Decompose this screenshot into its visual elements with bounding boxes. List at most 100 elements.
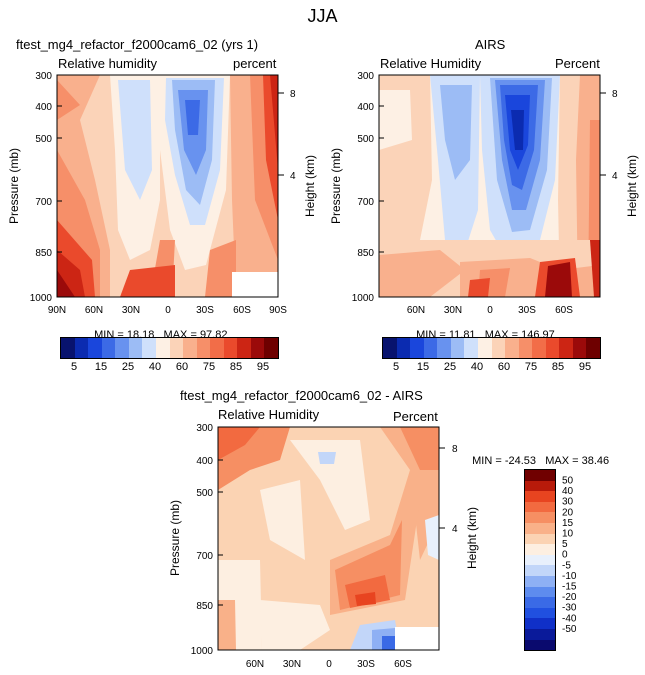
page-title: JJA bbox=[307, 6, 338, 26]
panel1-title: ftest_mg4_refactor_f2000cam6_02 (yrs 1) bbox=[16, 37, 259, 52]
panel3-ytick-500: 500 bbox=[196, 488, 213, 499]
colorbar-label: -15 bbox=[562, 582, 577, 593]
panel1-x-ticks: 90N 60N 30N 0 30S 60S 90S bbox=[48, 305, 287, 316]
panel2-xtick: 60N bbox=[407, 305, 425, 316]
colorbar-swatch bbox=[196, 338, 211, 358]
colorbar-label: 50 bbox=[562, 476, 574, 487]
colorbar-swatch bbox=[586, 338, 600, 358]
colorbar-swatch bbox=[525, 586, 555, 598]
colorbar-swatch bbox=[525, 544, 555, 555]
panel1-rtick-4: 4 bbox=[290, 171, 296, 182]
colorbar-label: 5 bbox=[393, 361, 399, 373]
panel2-left-label: Relative Humidity bbox=[380, 56, 482, 71]
colorbar-swatch bbox=[525, 533, 555, 545]
panel3-ytick-1000: 1000 bbox=[191, 646, 214, 657]
panel3-xtick: 60S bbox=[394, 659, 412, 670]
panel3-ytick-850: 850 bbox=[196, 601, 213, 612]
panel3-ylabel-right: Height (km) bbox=[465, 507, 479, 569]
colorbar-label: 20 bbox=[562, 507, 574, 518]
panel3-rtick-8: 8 bbox=[452, 444, 458, 455]
panel2-ylabel: Pressure (mb) bbox=[329, 148, 343, 224]
colorbar-swatch bbox=[525, 554, 555, 566]
colorbar-swatch bbox=[491, 338, 506, 358]
panel1-xtick: 60N bbox=[85, 305, 103, 316]
colorbar-swatch bbox=[525, 480, 555, 492]
panel3-colorbar bbox=[524, 469, 556, 651]
panel3-xtick: 0 bbox=[326, 659, 332, 670]
panel3-max-value: 38.46 bbox=[581, 455, 610, 467]
colorbar-swatch bbox=[525, 470, 555, 481]
colorbar-swatch bbox=[410, 338, 424, 358]
colorbar-label: -50 bbox=[562, 624, 577, 635]
panel1-contours bbox=[57, 75, 278, 297]
colorbar-label: 95 bbox=[579, 361, 591, 373]
panel2-right-label: Percent bbox=[555, 56, 600, 71]
colorbar-swatch bbox=[115, 338, 129, 358]
colorbar-swatch bbox=[464, 338, 478, 358]
panel3-ylabel: Pressure (mb) bbox=[168, 500, 182, 576]
panel3-xtick: 30N bbox=[283, 659, 301, 670]
colorbar-swatch bbox=[525, 597, 555, 608]
panel2-rtick-4: 4 bbox=[612, 171, 618, 182]
colorbar-swatch bbox=[88, 338, 102, 358]
colorbar-label: 85 bbox=[552, 361, 564, 373]
colorbar-swatch bbox=[532, 338, 546, 358]
colorbar-swatch bbox=[155, 338, 170, 358]
panel1-ytick-500: 500 bbox=[35, 134, 52, 145]
panel2-xtick: 30N bbox=[444, 305, 462, 316]
panel2-ytick-300: 300 bbox=[357, 71, 374, 82]
colorbar-label: 85 bbox=[230, 361, 242, 373]
colorbar-swatch bbox=[525, 501, 555, 513]
colorbar-swatch bbox=[223, 338, 238, 358]
panel3-rtick-4: 4 bbox=[452, 524, 458, 535]
colorbar-swatch bbox=[250, 338, 265, 358]
panel3-contours bbox=[218, 427, 439, 650]
panel1-y-ticks: 300 400 500 700 850 1000 bbox=[30, 71, 62, 304]
panel3-max-label: MAX = bbox=[545, 455, 579, 467]
panel2-ytick-1000: 1000 bbox=[352, 293, 375, 304]
colorbar-swatch bbox=[518, 338, 533, 358]
colorbar-swatch bbox=[423, 338, 438, 358]
colorbar-label: -20 bbox=[562, 592, 577, 603]
colorbar-swatch bbox=[525, 565, 555, 576]
colorbar-swatch bbox=[525, 575, 555, 587]
panel3-ytick-300: 300 bbox=[196, 423, 213, 434]
colorbar-label: -40 bbox=[562, 613, 577, 624]
panel1-rtick-8: 8 bbox=[290, 89, 296, 100]
panel1-xtick: 90S bbox=[269, 305, 287, 316]
colorbar-label: 60 bbox=[176, 361, 188, 373]
colorbar-label: 15 bbox=[417, 361, 429, 373]
panel3-colorbar-labels: 50 40 30 20 15 10 5 0 -5 -10 -15 -20 -30… bbox=[562, 476, 577, 635]
colorbar-label: 15 bbox=[95, 361, 107, 373]
colorbar-swatch bbox=[61, 338, 75, 358]
panel3-left-label: Relative Humidity bbox=[218, 407, 320, 422]
panel2-title: AIRS bbox=[475, 37, 506, 52]
panel3-minmax: MIN = -24.53 MAX = 38.46 bbox=[466, 443, 609, 467]
panel1-ytick-300: 300 bbox=[35, 71, 52, 82]
panel1-xtick: 0 bbox=[165, 305, 171, 316]
colorbar-swatch bbox=[559, 338, 573, 358]
colorbar-swatch bbox=[437, 338, 451, 358]
panel2-rtick-8: 8 bbox=[612, 89, 618, 100]
panel2-ytick-700: 700 bbox=[357, 197, 374, 208]
panel2-xtick: 30S bbox=[518, 305, 536, 316]
colorbar-swatch bbox=[525, 628, 555, 640]
colorbar-swatch bbox=[450, 338, 465, 358]
panel2-xtick: 60S bbox=[555, 305, 573, 316]
panel1-ytick-850: 850 bbox=[35, 248, 52, 259]
colorbar-swatch bbox=[396, 338, 411, 358]
panel3-ytick-400: 400 bbox=[196, 456, 213, 467]
panel2-xtick: 0 bbox=[487, 305, 493, 316]
colorbar-swatch bbox=[525, 491, 555, 502]
panel1-ytick-400: 400 bbox=[35, 102, 52, 113]
colorbar-swatch bbox=[169, 338, 184, 358]
colorbar-label: -10 bbox=[562, 571, 577, 582]
colorbar-swatch bbox=[74, 338, 89, 358]
colorbar-swatch bbox=[545, 338, 560, 358]
colorbar-label: 0 bbox=[562, 550, 568, 561]
colorbar-swatch bbox=[572, 338, 587, 358]
panel2-colorbar bbox=[382, 337, 601, 359]
colorbar-label: 40 bbox=[562, 486, 574, 497]
panel2-colorbar-labels: 5 15 25 40 60 75 85 95 bbox=[393, 361, 591, 373]
